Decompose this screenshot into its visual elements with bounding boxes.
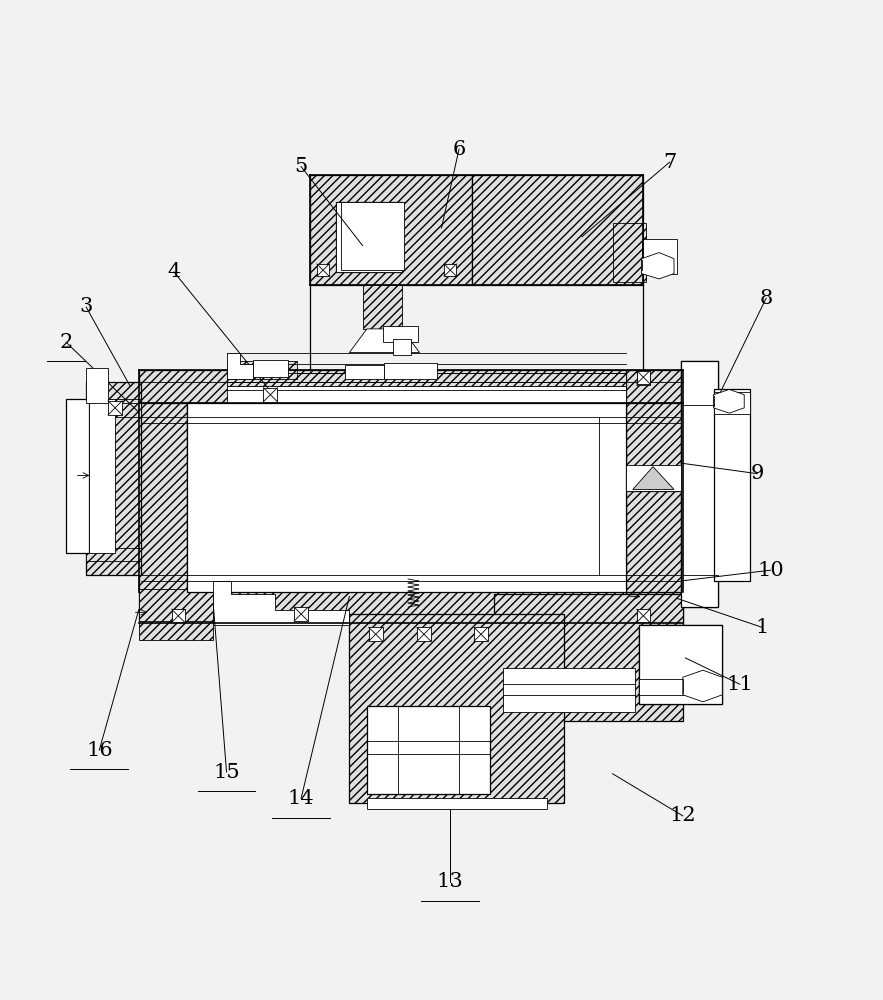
- Bar: [472, 175, 644, 285]
- Polygon shape: [713, 389, 744, 413]
- Bar: [139, 589, 214, 623]
- Bar: [444, 264, 457, 276]
- Bar: [139, 589, 626, 623]
- Bar: [87, 382, 140, 575]
- Text: 14: 14: [288, 789, 314, 808]
- Bar: [294, 607, 308, 621]
- Polygon shape: [350, 329, 419, 353]
- Text: 5: 5: [295, 157, 308, 176]
- Bar: [382, 326, 418, 342]
- Bar: [336, 202, 402, 272]
- Bar: [139, 621, 214, 640]
- Bar: [713, 392, 751, 414]
- Text: 8: 8: [759, 289, 773, 308]
- Text: 13: 13: [437, 872, 464, 891]
- Text: 10: 10: [757, 561, 784, 580]
- Bar: [363, 285, 402, 329]
- Bar: [384, 363, 437, 379]
- Bar: [367, 706, 490, 794]
- Bar: [66, 399, 89, 553]
- Bar: [187, 403, 626, 592]
- Bar: [87, 403, 140, 417]
- Bar: [639, 679, 684, 695]
- Polygon shape: [683, 670, 722, 702]
- Bar: [367, 798, 547, 809]
- Bar: [263, 388, 277, 402]
- Text: 9: 9: [751, 464, 764, 483]
- Text: 15: 15: [213, 763, 240, 782]
- Text: 7: 7: [663, 153, 676, 172]
- Bar: [626, 491, 683, 592]
- Bar: [639, 625, 722, 704]
- Bar: [503, 668, 635, 712]
- Bar: [139, 370, 626, 403]
- Polygon shape: [227, 353, 253, 379]
- Polygon shape: [214, 581, 350, 625]
- Bar: [171, 609, 185, 622]
- Bar: [626, 403, 683, 491]
- Text: 2: 2: [59, 333, 72, 352]
- Bar: [637, 372, 650, 385]
- Bar: [341, 202, 404, 270]
- Bar: [336, 202, 402, 272]
- Bar: [89, 399, 115, 553]
- Bar: [87, 368, 108, 403]
- Bar: [350, 614, 564, 803]
- Bar: [637, 609, 650, 622]
- Text: 4: 4: [167, 262, 180, 281]
- Bar: [681, 361, 718, 607]
- Bar: [626, 403, 683, 592]
- Bar: [253, 360, 288, 377]
- Bar: [713, 389, 751, 581]
- Polygon shape: [642, 253, 674, 279]
- Bar: [639, 625, 722, 704]
- Bar: [227, 373, 626, 386]
- Text: 16: 16: [86, 741, 113, 760]
- Bar: [626, 370, 683, 403]
- Bar: [642, 239, 676, 274]
- Bar: [613, 223, 646, 282]
- Polygon shape: [626, 465, 681, 491]
- Text: 3: 3: [79, 297, 93, 316]
- Bar: [227, 386, 626, 403]
- Bar: [681, 361, 718, 607]
- Bar: [108, 401, 122, 415]
- Bar: [87, 548, 140, 561]
- Bar: [474, 627, 488, 641]
- Bar: [317, 264, 329, 276]
- Bar: [369, 627, 382, 641]
- Bar: [494, 594, 683, 721]
- Bar: [227, 361, 297, 379]
- Text: 6: 6: [452, 140, 465, 159]
- Bar: [637, 371, 650, 384]
- Bar: [393, 339, 411, 355]
- Bar: [626, 589, 683, 623]
- Text: 12: 12: [669, 806, 696, 825]
- Bar: [417, 627, 431, 641]
- Bar: [310, 175, 472, 285]
- Bar: [139, 403, 187, 592]
- Bar: [345, 365, 384, 379]
- Bar: [472, 175, 644, 285]
- Bar: [336, 202, 402, 272]
- Text: 1: 1: [755, 618, 768, 637]
- Text: 11: 11: [727, 675, 753, 694]
- Bar: [87, 399, 140, 412]
- Polygon shape: [633, 467, 674, 489]
